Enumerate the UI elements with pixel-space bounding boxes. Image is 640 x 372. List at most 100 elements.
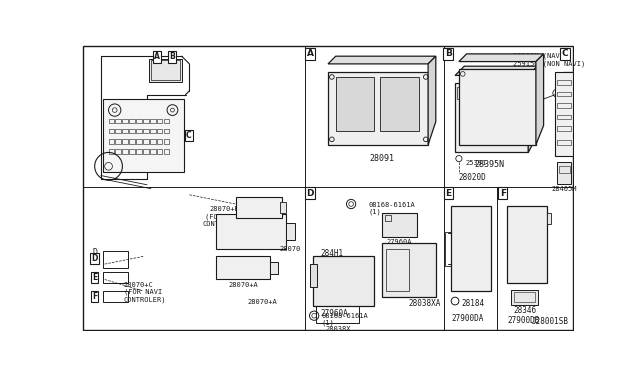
Bar	[150, 140, 156, 144]
Bar	[109, 150, 114, 154]
Bar	[557, 92, 572, 96]
Bar	[149, 58, 182, 81]
Text: 28070: 28070	[248, 259, 269, 265]
Text: D: D	[92, 248, 97, 257]
Bar	[150, 150, 156, 154]
Text: C: C	[562, 49, 568, 58]
Bar	[122, 140, 128, 144]
Bar	[557, 103, 572, 108]
Bar	[136, 129, 141, 133]
Bar	[451, 206, 492, 291]
Text: J28001SB: J28001SB	[531, 317, 568, 326]
Bar	[157, 129, 163, 133]
Polygon shape	[428, 56, 436, 145]
Bar	[458, 87, 471, 99]
Text: 28405M: 28405M	[552, 186, 577, 192]
Polygon shape	[455, 66, 538, 76]
Bar	[157, 119, 163, 123]
Bar	[143, 140, 148, 144]
Bar	[557, 115, 572, 119]
Bar	[103, 251, 128, 268]
Polygon shape	[555, 71, 573, 156]
Bar	[164, 150, 170, 154]
Text: F: F	[500, 189, 506, 198]
Text: B: B	[445, 49, 452, 58]
Bar	[103, 291, 128, 302]
Bar	[559, 166, 570, 173]
Bar	[310, 264, 317, 287]
Bar	[285, 223, 295, 240]
Bar	[380, 77, 419, 131]
Text: 28184: 28184	[461, 299, 484, 308]
Polygon shape	[455, 83, 528, 153]
Text: F: F	[92, 292, 97, 301]
Bar	[557, 126, 572, 131]
Bar	[557, 80, 572, 85]
Bar	[280, 202, 287, 213]
Bar	[129, 129, 135, 133]
Bar	[164, 140, 170, 144]
Bar	[547, 212, 551, 224]
Polygon shape	[328, 71, 428, 145]
Bar	[312, 256, 374, 307]
Text: 28346: 28346	[513, 307, 537, 315]
Bar	[557, 163, 572, 184]
Polygon shape	[536, 54, 543, 145]
Bar	[382, 212, 417, 237]
Polygon shape	[563, 71, 621, 137]
Bar	[115, 150, 121, 154]
Bar	[103, 99, 184, 172]
Bar	[129, 140, 135, 144]
Bar	[445, 232, 451, 266]
Bar	[557, 140, 572, 145]
Bar	[143, 119, 148, 123]
Text: 08168-6161A: 08168-6161A	[368, 202, 415, 208]
Polygon shape	[459, 54, 543, 62]
Text: 28070+A: 28070+A	[247, 299, 277, 305]
Polygon shape	[328, 56, 436, 64]
Bar	[103, 272, 128, 283]
Text: 25915U (NON NAVI): 25915U (NON NAVI)	[513, 60, 585, 67]
Text: D: D	[307, 189, 314, 198]
Bar	[508, 206, 547, 283]
Text: 28038X: 28038X	[325, 326, 351, 332]
Bar	[143, 150, 148, 154]
Bar	[151, 60, 180, 80]
Text: 28091: 28091	[369, 154, 394, 163]
Text: 27960A: 27960A	[387, 239, 412, 245]
Text: 28070+C
(FOR NAVI
CONTROLER): 28070+C (FOR NAVI CONTROLER)	[124, 282, 166, 303]
Text: 28020D: 28020D	[459, 173, 486, 182]
Text: C: C	[186, 131, 191, 140]
Text: 27900DA: 27900DA	[451, 314, 484, 323]
Text: A: A	[154, 52, 160, 61]
Text: A: A	[307, 49, 314, 58]
Text: 28070: 28070	[280, 246, 301, 251]
Bar	[386, 249, 409, 291]
Bar	[157, 150, 163, 154]
Text: (1): (1)	[368, 209, 381, 215]
Bar	[316, 307, 359, 323]
Bar	[136, 119, 141, 123]
Bar	[115, 129, 121, 133]
Bar	[109, 129, 114, 133]
Bar	[385, 215, 391, 221]
Text: B: B	[169, 52, 175, 61]
Bar	[129, 150, 135, 154]
Bar	[164, 129, 170, 133]
Bar	[122, 119, 128, 123]
Polygon shape	[459, 69, 536, 145]
Bar	[511, 289, 538, 305]
Text: 08168-6161A: 08168-6161A	[322, 312, 369, 318]
Bar	[150, 129, 156, 133]
Text: E: E	[92, 273, 97, 282]
Polygon shape	[528, 66, 538, 153]
Bar	[157, 140, 163, 144]
Text: 25915N (NAVI): 25915N (NAVI)	[513, 52, 568, 59]
Text: 27900DB: 27900DB	[508, 316, 540, 325]
Bar	[336, 77, 374, 131]
Bar	[122, 150, 128, 154]
Text: 28395N: 28395N	[475, 160, 505, 169]
Text: E: E	[445, 189, 451, 198]
Text: 25391: 25391	[465, 160, 486, 166]
Polygon shape	[216, 214, 285, 249]
